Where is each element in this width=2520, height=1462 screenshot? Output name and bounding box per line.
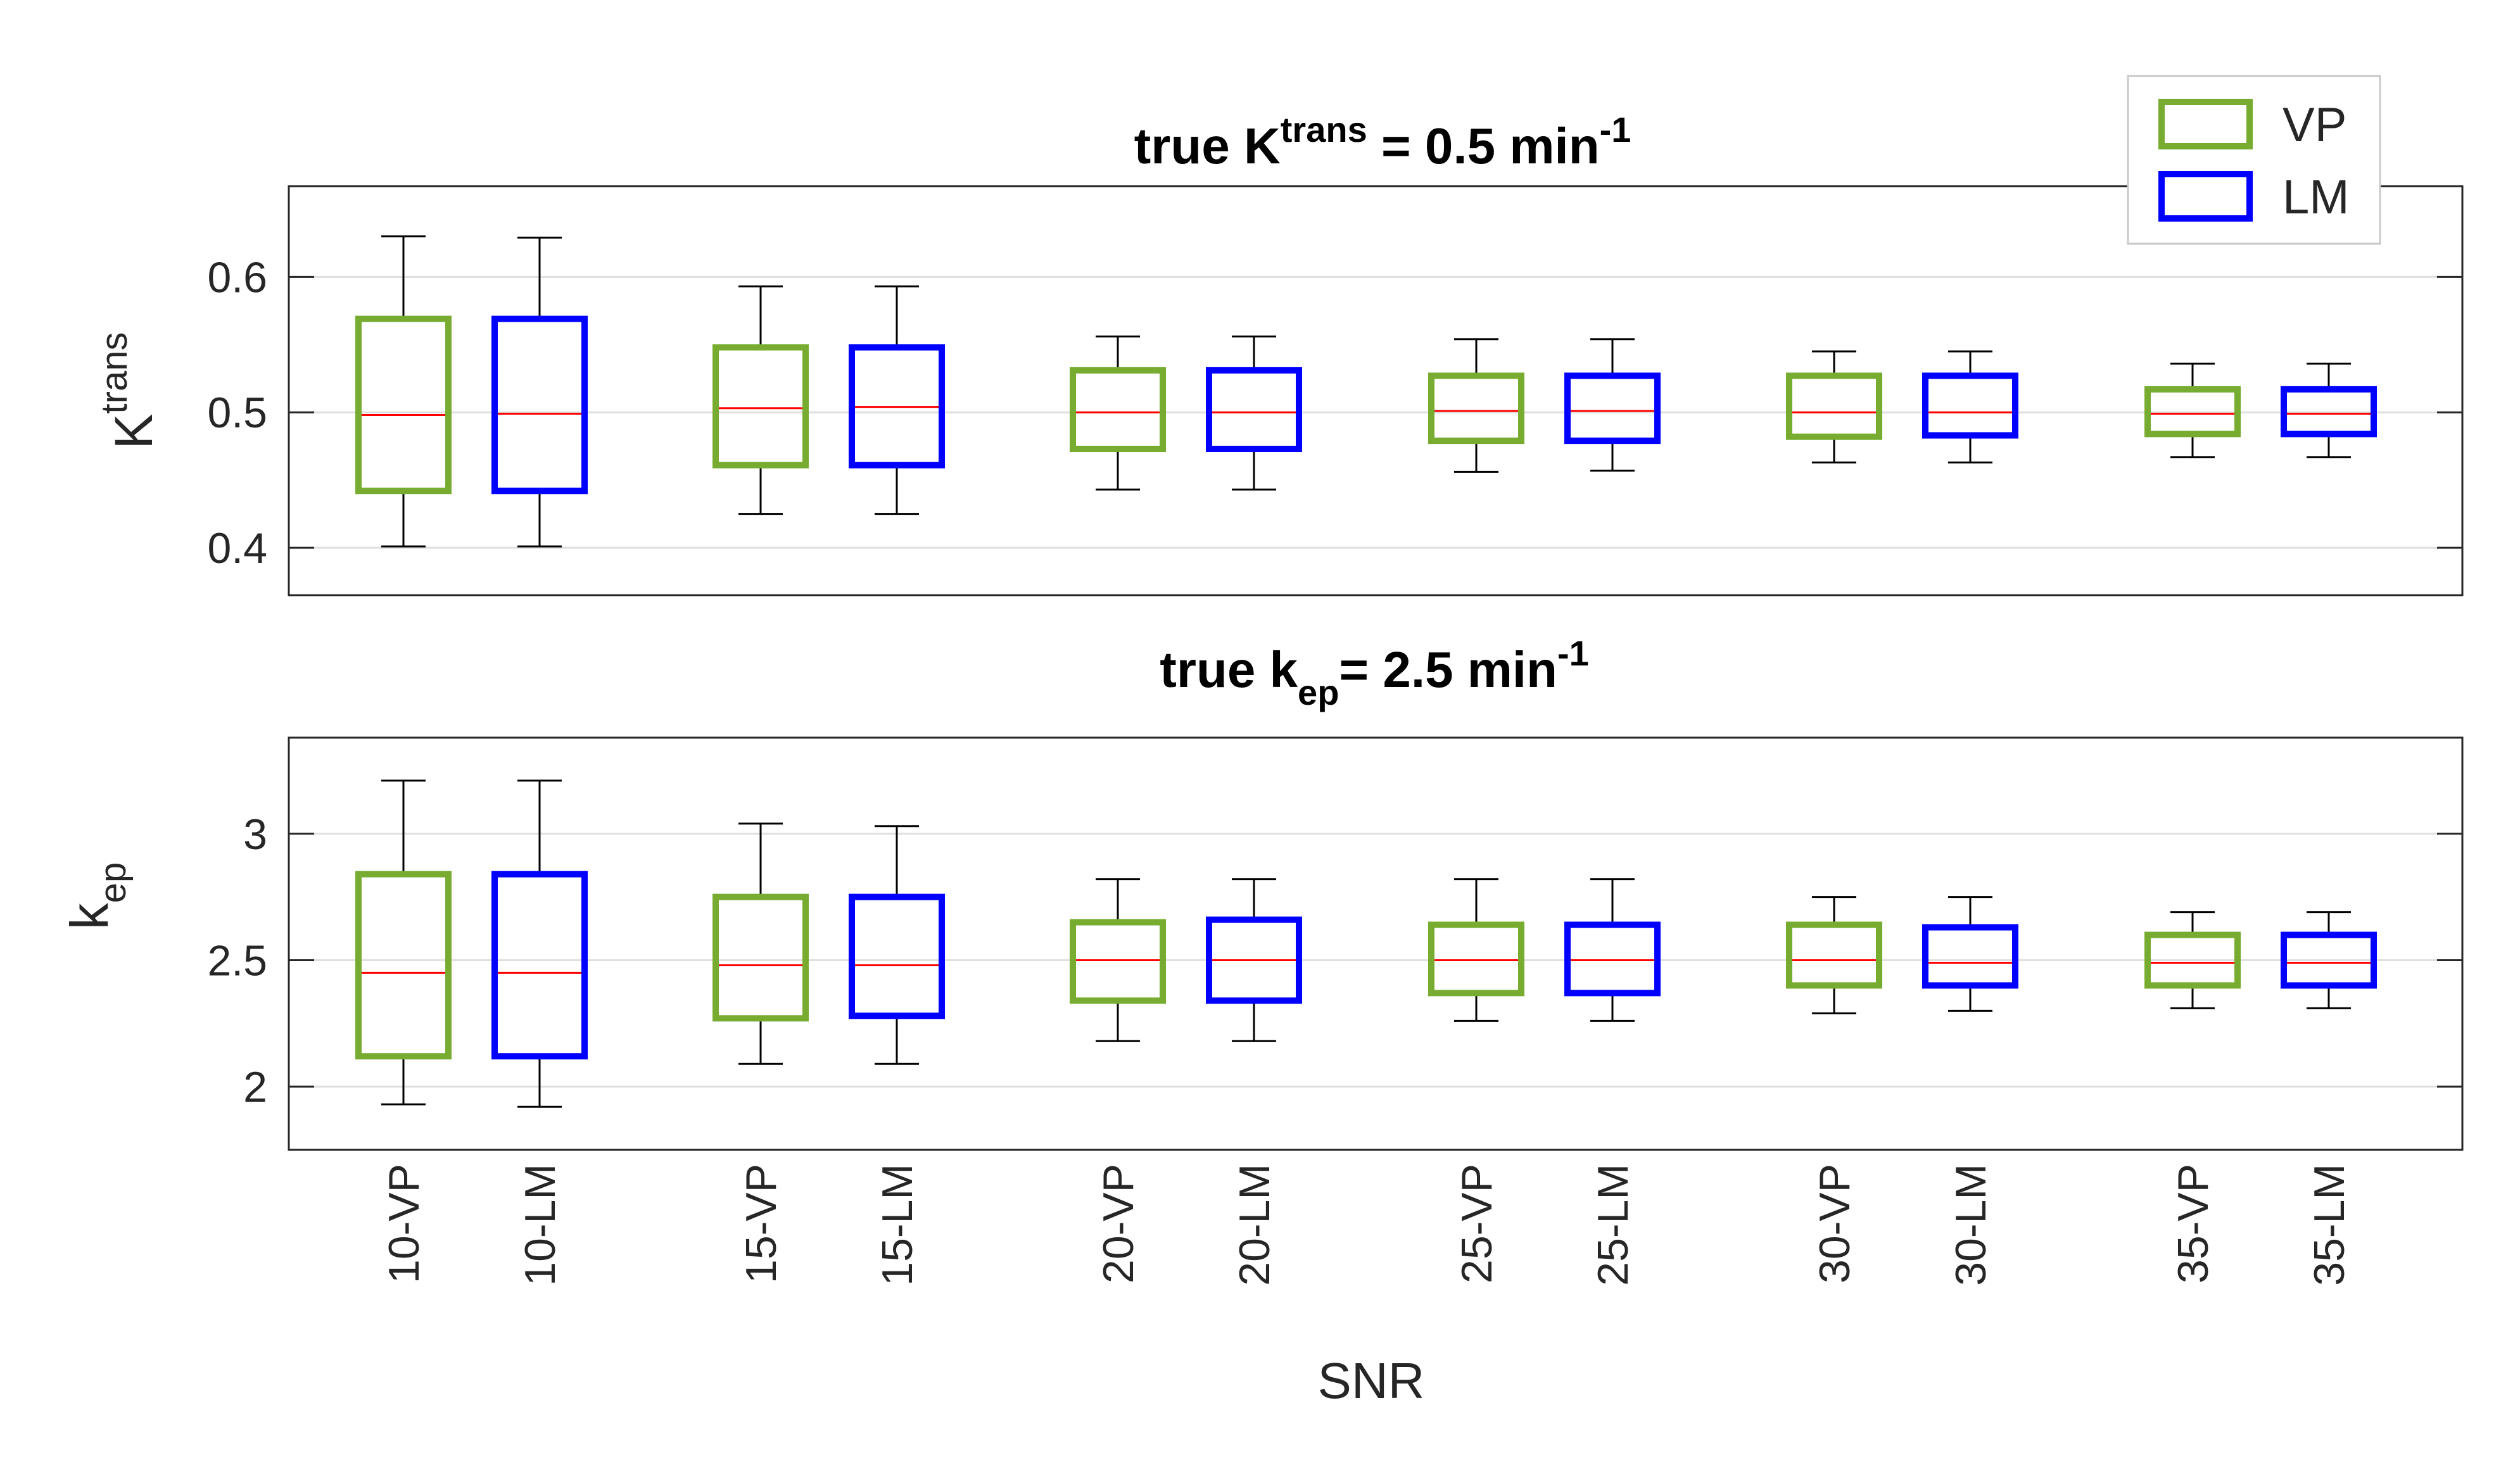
- x-tick-label: 25-LM: [1589, 1164, 1637, 1286]
- box-iqr: [1564, 921, 1661, 997]
- legend-label-vp: VP: [2283, 98, 2346, 152]
- box-10-lm: [491, 236, 588, 548]
- box-10-lm: [491, 779, 588, 1108]
- panel-ktrans-title: true Ktrans = 0.5 min-1: [1134, 110, 1631, 174]
- box-iqr: [2144, 931, 2241, 989]
- legend: VP LM: [2127, 75, 2381, 245]
- panel-kep-title: true kep= 2.5 min-1: [1160, 633, 1589, 712]
- box-iqr: [712, 893, 809, 1022]
- box-25-vp: [1428, 878, 1524, 1022]
- x-tick-label: 20-VP: [1094, 1164, 1143, 1283]
- x-tick-label: 15-VP: [737, 1164, 785, 1283]
- box-10-vp: [355, 779, 452, 1106]
- box-20-lm: [1206, 878, 1302, 1042]
- box-35-lm: [2281, 362, 2377, 458]
- y-tick-label: 3: [243, 810, 267, 859]
- panel-ktrans-boxes: [355, 235, 2377, 548]
- box-35-lm: [2281, 911, 2377, 1009]
- x-tick-labels: 10-VP 10-LM 15-VP 15-LM 20-VP 20-LM 25-VP 25-LM…: [380, 1164, 2353, 1286]
- box-30-lm: [1922, 350, 2018, 463]
- y-tick-label: 2.5: [207, 936, 267, 985]
- legend-swatch-lm: [2158, 171, 2253, 222]
- panel-kep-boxes: [355, 779, 2377, 1108]
- box-iqr: [491, 871, 588, 1060]
- box-iqr: [1786, 921, 1882, 989]
- box-25-lm: [1564, 878, 1661, 1022]
- x-tick-label: 25-VP: [1453, 1164, 1501, 1283]
- box-iqr: [355, 871, 452, 1060]
- box-15-vp: [712, 822, 809, 1065]
- panel-kep-grid: [289, 833, 2462, 1088]
- x-tick-label: 15-LM: [873, 1164, 921, 1286]
- panel-kep-y-ticks: 22.53: [207, 810, 2462, 1111]
- box-iqr: [2144, 386, 2241, 438]
- panel-ktrans-plot-area: [288, 185, 2464, 596]
- panel-ktrans-y-label: Ktrans: [94, 332, 163, 450]
- box-15-lm: [849, 825, 945, 1065]
- box-iqr: [2281, 386, 2377, 438]
- y-tick-label: 0.4: [207, 524, 267, 572]
- box-30-lm: [1922, 896, 2018, 1012]
- box-iqr: [1206, 367, 1302, 452]
- panel-kep: true kep= 2.5 min-1 22.53 kep 10-VP 10-LM…: [60, 633, 2464, 1409]
- box-20-vp: [1070, 335, 1166, 491]
- x-tick-label: 20-LM: [1231, 1164, 1279, 1286]
- box-20-lm: [1206, 335, 1302, 491]
- box-iqr: [1922, 372, 2018, 439]
- x-axis-label: SNR: [1318, 1352, 1425, 1409]
- box-iqr: [1070, 919, 1166, 1004]
- box-iqr: [355, 315, 452, 495]
- box-15-vp: [712, 285, 809, 515]
- x-tick-label: 10-LM: [516, 1164, 564, 1286]
- y-tick-label: 0.5: [207, 389, 267, 437]
- box-iqr: [849, 893, 945, 1019]
- panel-ktrans: true Ktrans = 0.5 min-1 0.4 0.5 0.6 Ktrans: [94, 110, 2464, 596]
- box-iqr: [849, 344, 945, 469]
- panel-ktrans-y-ticks: 0.4 0.5 0.6: [207, 253, 2462, 572]
- x-tick-label: 35-VP: [2169, 1164, 2217, 1283]
- box-iqr: [712, 344, 809, 469]
- panel-ktrans-grid: [289, 275, 2462, 549]
- y-tick-label: 0.6: [207, 253, 267, 301]
- box-iqr: [1564, 372, 1661, 444]
- legend-swatch-vp: [2158, 99, 2253, 149]
- box-30-vp: [1786, 350, 1882, 463]
- box-35-vp: [2144, 911, 2241, 1009]
- box-iqr: [1428, 921, 1524, 997]
- box-iqr: [1922, 924, 2018, 989]
- x-tick-label: 30-LM: [1947, 1164, 1995, 1286]
- box-25-lm: [1564, 338, 1661, 472]
- panel-kep-plot-area: [288, 736, 2464, 1151]
- panel-kep-y-label: kep: [60, 862, 134, 930]
- box-25-vp: [1428, 338, 1524, 473]
- legend-label-lm: LM: [2283, 170, 2350, 224]
- legend-item-lm: LM: [2158, 170, 2350, 224]
- box-35-vp: [2144, 362, 2241, 458]
- box-15-lm: [849, 285, 945, 515]
- box-iqr: [491, 315, 588, 495]
- box-iqr: [1206, 916, 1302, 1004]
- legend-item-vp: VP: [2158, 98, 2346, 152]
- x-tick-label: 10-VP: [380, 1164, 428, 1283]
- box-iqr: [2281, 931, 2377, 989]
- box-iqr: [1070, 367, 1166, 452]
- y-tick-label: 2: [243, 1063, 267, 1111]
- box-20-vp: [1070, 878, 1166, 1042]
- x-tick-label: 35-LM: [2305, 1164, 2353, 1286]
- x-tick-label: 30-VP: [1811, 1164, 1859, 1283]
- box-10-vp: [355, 235, 452, 548]
- box-iqr: [1786, 372, 1882, 440]
- box-iqr: [1428, 372, 1524, 444]
- box-30-vp: [1786, 896, 1882, 1014]
